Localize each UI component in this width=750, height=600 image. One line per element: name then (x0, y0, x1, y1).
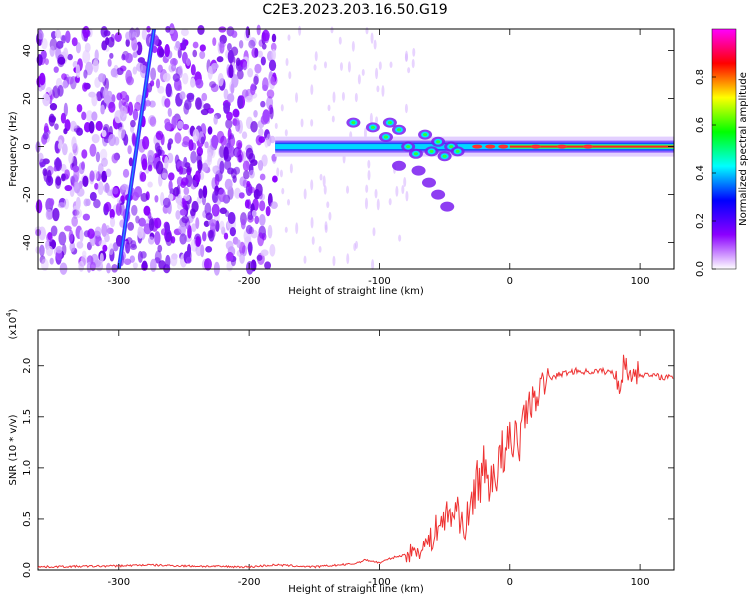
y-axis-ticks: -40 -20 0 20 40 (22, 44, 674, 251)
x-tick-label: -300 (107, 276, 130, 287)
heatmap-noise-region (34, 23, 416, 276)
colorbar-tick-label: 0.4 (695, 165, 706, 181)
y-axis-ticks: 0.0 0.5 1.0 1.5 2.0 (22, 358, 674, 578)
x-tick-label: -200 (238, 276, 261, 287)
y-tick-label: 1.0 (22, 460, 33, 476)
y-tick-label: 0 (22, 143, 33, 149)
colorbar-tick-label: 0.6 (695, 117, 706, 133)
colorbar-label: Normalized spectral amplitude (738, 72, 749, 226)
x-tick-label: 100 (631, 577, 650, 588)
x-axis-ticks: -300 -200 -100 0 100 (107, 29, 650, 287)
x-axis-ticks: -300 -200 -100 0 100 (107, 330, 650, 588)
snr-frame (37, 329, 675, 571)
x-tick-label: -200 (238, 577, 261, 588)
colorbar: 0.0 0.2 0.4 0.6 0.8 Normalized spectral ampl… (695, 28, 749, 277)
x-tick-label: 0 (507, 276, 513, 287)
y-tick-label: 40 (22, 44, 33, 57)
heatmap-main-band (275, 117, 674, 212)
x-tick-label: -100 (368, 276, 391, 287)
snr-panel: -300 -200 -100 0 100 0.0 0.5 1.0 1.5 2.0 Height … (5, 308, 675, 595)
x-tick-label: 0 (507, 577, 513, 588)
heatmap-diagonal-line (116, 28, 156, 270)
spectrogram-frame (37, 28, 675, 270)
snr-series-line (37, 354, 674, 569)
colorbar-ticks: 0.0 0.2 0.4 0.6 0.8 (695, 69, 716, 277)
x-tick-label: -100 (368, 577, 391, 588)
y-tick-label: -20 (22, 186, 33, 202)
colorbar-tick-label: 0.8 (695, 69, 706, 85)
colorbar-tick-label: 0.0 (695, 261, 706, 277)
colorbar-tick-label: 0.2 (695, 213, 706, 229)
x-tick-label: 100 (631, 276, 650, 287)
y-tick-label: 1.5 (22, 409, 33, 425)
y-tick-label: -40 (22, 234, 33, 250)
x-axis-label: Height of straight line (km) (288, 584, 424, 595)
figure-title: C2E3.2023.203.16.50.G19 (262, 2, 447, 18)
y-axis-label: Frequency (Hz) (8, 111, 19, 187)
y-tick-label: 0.5 (22, 511, 33, 527)
y-tick-label: 20 (22, 92, 33, 105)
y-axis-label: SNR (10 * v/v) (8, 414, 19, 485)
x-axis-label: Height of straight line (km) (288, 286, 424, 297)
x-tick-label: -300 (107, 577, 130, 588)
y-tick-label: 2.0 (22, 358, 33, 374)
y-axis-multiplier: (x104) (5, 308, 19, 339)
y-tick-label: 0.0 (22, 562, 33, 578)
colorbar-gradient (711, 28, 737, 270)
